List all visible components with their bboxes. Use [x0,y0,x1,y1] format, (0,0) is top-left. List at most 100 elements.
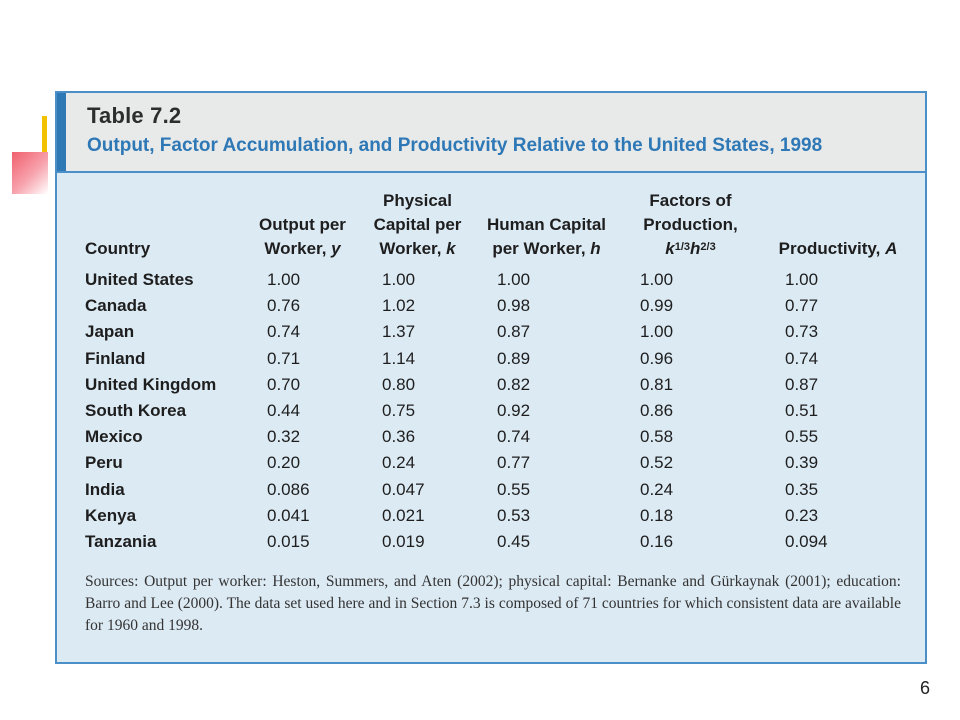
productivity-cell: 0.094 [785,531,828,551]
table-row: Finland 0.71 1.14 0.89 0.96 0.74 [85,346,913,372]
column-header-factors: Factors of Production, k1/3h2/3 [618,189,763,267]
table-row: Tanzania 0.015 0.019 0.45 0.16 0.094 [85,529,913,555]
column-header-country-text: Country [85,239,151,258]
human-capital-cell: 0.92 [497,401,531,421]
human-capital-cell: 0.74 [497,427,531,447]
country-cell: Finland [85,348,146,368]
productivity-cell: 0.77 [785,296,819,316]
output-cell: 0.015 [267,531,310,551]
productivity-cell: 0.35 [785,479,819,499]
table-header-row: Country Output per Worker, y Physical Ca… [85,189,913,267]
capital-cell: 1.02 [382,296,416,316]
table-sources-note: Sources: Output per worker: Heston, Summ… [85,573,901,634]
country-cell: United States [85,270,194,290]
capital-cell: 1.14 [382,348,416,368]
output-cell: 1.00 [267,270,301,290]
country-cell: Kenya [85,505,137,525]
capital-cell: 1.00 [382,270,416,290]
column-header-output-line1: Output per [259,215,346,234]
human-capital-cell: 0.82 [497,374,531,394]
output-cell: 0.44 [267,401,301,421]
column-header-country: Country [85,189,245,267]
productivity-cell: 0.87 [785,374,819,394]
factors-cell: 0.99 [640,296,674,316]
capital-cell: 0.047 [382,479,425,499]
country-cell: South Korea [85,401,187,421]
table-row: United Kingdom 0.70 0.80 0.82 0.81 0.87 [85,372,913,398]
column-header-factors-k: k [665,239,675,258]
capital-cell: 0.36 [382,427,416,447]
column-header-capital-line3: Worker, [379,239,447,258]
output-cell: 0.71 [267,348,301,368]
output-cell: 0.20 [267,453,301,473]
column-header-factors-h: h [690,239,701,258]
column-header-output-symbol: y [331,239,341,258]
capital-cell: 0.80 [382,374,416,394]
output-cell: 0.041 [267,505,310,525]
factors-cell: 0.18 [640,505,674,525]
column-header-output: Output per Worker, y [245,189,360,267]
factors-cell: 0.16 [640,531,674,551]
human-capital-cell: 0.45 [497,531,531,551]
column-header-human-capital: Human Capital per Worker, h [475,189,618,267]
human-capital-cell: 1.00 [497,270,531,290]
country-cell: India [85,479,125,499]
table-card: Table 7.2 Output, Factor Accumulation, a… [55,91,927,664]
table-row: Kenya 0.041 0.021 0.53 0.18 0.23 [85,503,913,529]
table-header-band: Table 7.2 Output, Factor Accumulation, a… [57,93,925,173]
table-row: Japan 0.74 1.37 0.87 1.00 0.73 [85,319,913,345]
productivity-cell: 0.23 [785,505,819,525]
capital-cell: 0.75 [382,401,416,421]
data-table: Country Output per Worker, y Physical Ca… [85,189,913,555]
capital-cell: 0.019 [382,531,425,551]
table-row: India 0.086 0.047 0.55 0.24 0.35 [85,477,913,503]
human-capital-cell: 0.98 [497,296,531,316]
human-capital-cell: 0.87 [497,322,531,342]
factors-cell: 0.52 [640,453,674,473]
factors-cell: 1.00 [640,270,674,290]
productivity-cell: 0.74 [785,348,819,368]
table-row: Canada 0.76 1.02 0.98 0.99 0.77 [85,293,913,319]
table-row: Mexico 0.32 0.36 0.74 0.58 0.55 [85,424,913,450]
table-title: Output, Factor Accumulation, and Product… [87,135,823,156]
table-header-accent-bar [57,93,66,171]
factors-cell: 0.24 [640,479,674,499]
output-cell: 0.76 [267,296,301,316]
capital-cell: 0.24 [382,453,416,473]
column-header-factors-line2: Production, [643,215,738,234]
decorative-accent-red [12,152,48,194]
column-header-output-line2: Worker, [264,239,332,258]
column-header-human-line2: per Worker, [492,239,591,258]
human-capital-cell: 0.77 [497,453,531,473]
human-capital-cell: 0.89 [497,348,531,368]
factors-cell: 0.86 [640,401,674,421]
country-cell: Tanzania [85,531,157,551]
factors-cell: 0.81 [640,374,674,394]
table-row: South Korea 0.44 0.75 0.92 0.86 0.51 [85,398,913,424]
productivity-cell: 1.00 [785,270,819,290]
output-cell: 0.32 [267,427,301,447]
productivity-cell: 0.73 [785,322,819,342]
column-header-human-symbol: h [590,239,601,258]
column-header-capital: Physical Capital per Worker, k [360,189,475,267]
productivity-cell: 0.55 [785,427,819,447]
factors-cell: 0.96 [640,348,674,368]
column-header-factors-h-exponent: 2/3 [700,241,716,253]
column-header-capital-line1: Physical [383,191,452,210]
human-capital-cell: 0.55 [497,479,531,499]
table-row: United States 1.00 1.00 1.00 1.00 1.00 [85,267,913,293]
table-row: Peru 0.20 0.24 0.77 0.52 0.39 [85,450,913,476]
column-header-capital-line2: Capital per [373,215,462,234]
column-header-productivity-line1: Productivity, [778,239,886,258]
country-cell: Peru [85,453,123,473]
output-cell: 0.74 [267,322,301,342]
country-cell: Japan [85,322,135,342]
country-cell: Canada [85,296,147,316]
country-cell: United Kingdom [85,374,217,394]
factors-cell: 0.58 [640,427,674,447]
column-header-factors-line1: Factors of [649,191,732,210]
productivity-cell: 0.39 [785,453,819,473]
column-header-capital-symbol: k [446,239,456,258]
country-cell: Mexico [85,427,143,447]
